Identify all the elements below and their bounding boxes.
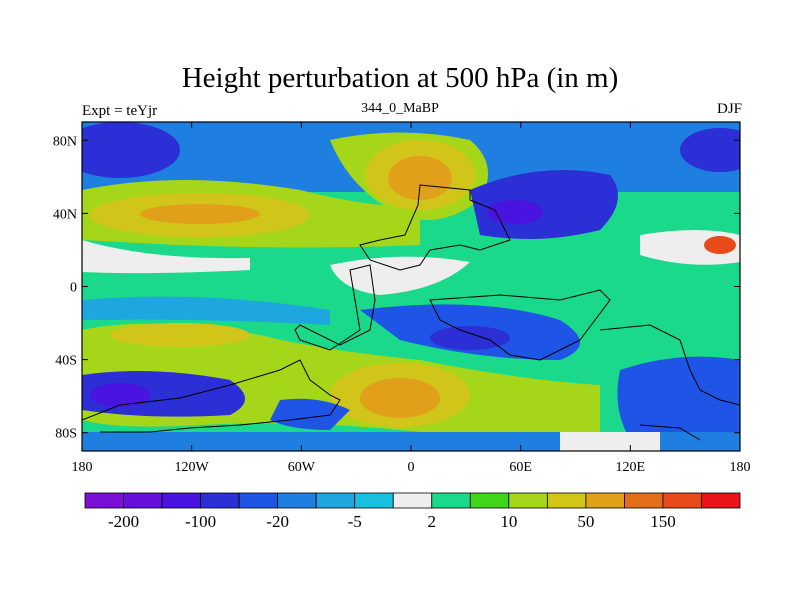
colorbar-box: [354, 492, 394, 509]
x-tick-label: 60E: [509, 460, 532, 475]
colorbar-label: 2: [428, 512, 437, 531]
colorbar-box: [662, 492, 702, 509]
y-tick-label: 40S: [55, 354, 77, 369]
coastlines: [82, 184, 740, 441]
contour-field: [82, 122, 740, 451]
x-tick-label: 0: [408, 460, 415, 475]
antarctic-outline-east: [599, 324, 740, 406]
africa-outline: [429, 289, 611, 361]
season-label: DJF: [716, 101, 742, 117]
x-tick-label: 120W: [175, 460, 210, 475]
tropical-trough-west: [82, 296, 330, 325]
y-tick-label: 80N: [53, 134, 77, 149]
colorbar-box: [161, 492, 201, 509]
colorbar-label: -20: [266, 512, 289, 531]
sh-polar-low-east: [617, 356, 740, 451]
colorbar-box: [315, 492, 356, 509]
colorbar-label: 10: [500, 512, 517, 531]
south-america-outline: [294, 264, 376, 351]
sh-polar-neutral: [560, 432, 660, 451]
x-tick-label: 120E: [616, 460, 646, 475]
colorbar-label: -100: [185, 512, 216, 531]
colorbar-box: [546, 492, 587, 509]
x-axis: 180 120W 60W 0 60E 120E 180: [72, 122, 751, 475]
eurasia-high-core: [388, 156, 452, 200]
colorbar-label: -200: [108, 512, 139, 531]
x-tick-label: 180: [730, 460, 751, 475]
y-tick-label: 0: [70, 281, 77, 296]
y-axis: 80N 40N 0 40S 80S: [53, 134, 740, 442]
tropical-trough-core: [430, 326, 510, 350]
run-id-label: 344_0_MaBP: [361, 101, 439, 116]
nh-polar-low-east: [680, 128, 740, 172]
eurasia-outline: [359, 184, 511, 271]
antarctic-outline-south: [639, 424, 701, 441]
colorbar-box: [200, 492, 240, 509]
colorbar-label: 150: [650, 512, 676, 531]
zero-band-west: [82, 240, 250, 274]
colorbar-box: [431, 492, 471, 509]
colorbar: -200 -100 -20 -5 2 10 50 150: [84, 492, 741, 531]
colorbar-box: [238, 492, 279, 509]
chart-title: Height perturbation at 500 hPa (in m): [181, 62, 619, 94]
nh-polar-low-west: [82, 122, 180, 178]
y-tick-label: 40N: [53, 207, 77, 222]
south-atlantic-high-core: [360, 378, 440, 418]
colorbar-box: [84, 492, 124, 509]
colorbar-box: [123, 492, 163, 509]
colorbar-label: 50: [577, 512, 594, 531]
colorbar-box: [701, 492, 741, 509]
x-tick-label: 180: [72, 460, 93, 475]
east-pacific-high-spot: [704, 236, 736, 254]
colorbar-box: [392, 492, 433, 509]
x-tick-label: 60W: [288, 460, 316, 475]
colorbar-box: [585, 492, 625, 509]
colorbar-label: -5: [348, 512, 362, 531]
experiment-label: Expt = teYjr: [82, 103, 158, 119]
east-asia-low-core: [487, 200, 543, 224]
colorbar-box: [277, 492, 317, 509]
sh-polar-low-core: [90, 383, 150, 407]
pacific-high-core: [140, 204, 260, 224]
colorbar-box: [508, 492, 548, 509]
sh-trough-small: [270, 398, 350, 430]
y-tick-label: 80S: [55, 427, 77, 442]
colorbar-box: [469, 492, 510, 509]
antarctic-outline-west: [82, 359, 341, 433]
colorbar-box: [624, 492, 664, 509]
sh-high-west: [110, 323, 250, 347]
